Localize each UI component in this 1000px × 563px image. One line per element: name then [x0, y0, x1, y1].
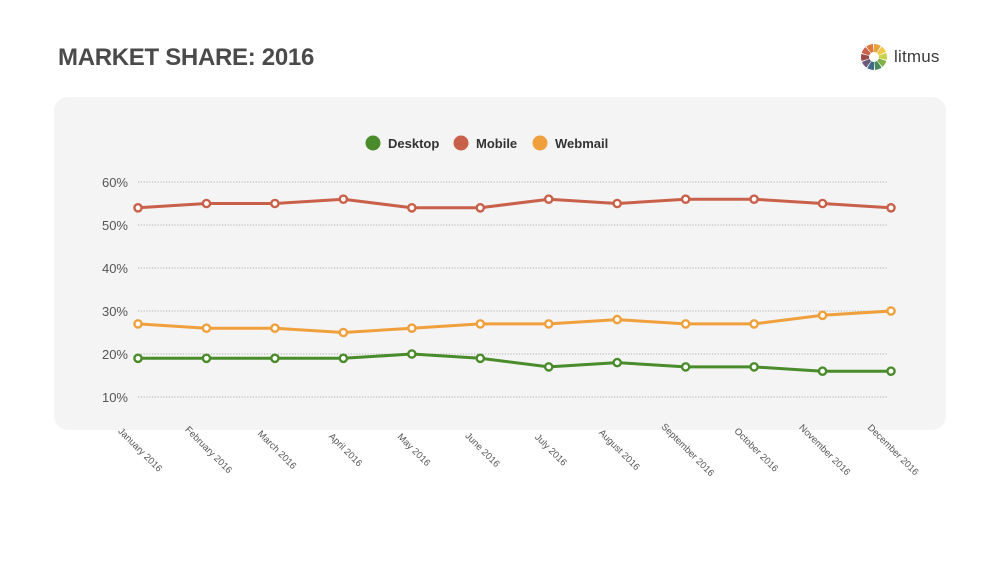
page-title: MARKET SHARE: 2016 — [58, 44, 314, 71]
x-tick-label: September 2016 — [659, 422, 716, 479]
y-tick-label: 50% — [102, 218, 128, 233]
data-point-desktop — [612, 357, 622, 368]
brand-logo: litmus — [860, 43, 940, 71]
logo-segment — [877, 58, 887, 67]
data-point-webmail — [270, 323, 280, 334]
data-point-mobile — [201, 198, 212, 209]
y-tick-label: 20% — [102, 347, 128, 362]
chart-panel — [54, 97, 946, 430]
data-point-webmail — [543, 319, 554, 329]
legend-label: Mobile — [476, 136, 517, 151]
data-point-mobile — [680, 194, 691, 204]
chart-series — [133, 194, 896, 377]
data-point-mobile — [886, 202, 896, 213]
data-point-mobile — [270, 198, 280, 209]
x-tick-label: July 2016 — [532, 432, 569, 469]
x-tick-label: November 2016 — [797, 422, 853, 478]
legend-label: Webmail — [555, 136, 608, 151]
legend-swatch — [532, 135, 548, 151]
x-axis: January 2016 February 2016 March 2016 April… — [116, 422, 921, 479]
x-tick-label: February 2016 — [182, 424, 233, 475]
series-line-desktop — [138, 352, 891, 373]
x-tick-label: March 2016 — [255, 429, 298, 472]
legend-item-mobile: Mobile — [453, 135, 517, 151]
data-point-webmail — [133, 319, 143, 329]
logo-segment — [878, 52, 887, 61]
x-tick-label: June 2016 — [462, 431, 501, 470]
data-point-desktop — [886, 366, 896, 377]
data-point-desktop — [817, 366, 828, 377]
data-point-webmail — [817, 310, 828, 321]
x-tick-label: December 2016 — [865, 422, 921, 478]
x-tick-label: October 2016 — [732, 426, 780, 474]
legend-item-webmail: Webmail — [532, 135, 608, 151]
y-tick-label: 10% — [102, 390, 128, 405]
legend-swatch — [453, 135, 469, 151]
data-point-webmail — [475, 319, 486, 329]
brand-name: litmus — [894, 47, 940, 66]
data-point-mobile — [749, 194, 759, 204]
data-point-mobile — [817, 198, 828, 209]
logo-segment — [861, 53, 870, 62]
x-tick-label: May 2016 — [395, 432, 432, 469]
data-point-desktop — [338, 353, 349, 364]
series-line-mobile — [137, 197, 892, 210]
y-axis: 60% 50% 40% 30% 20% 10% — [102, 175, 128, 405]
x-tick-label: January 2016 — [116, 426, 164, 474]
data-point-mobile — [133, 202, 143, 213]
logo-segment — [874, 44, 881, 53]
data-point-desktop — [270, 353, 280, 364]
series-line-webmail — [137, 309, 892, 334]
data-point-desktop — [407, 349, 417, 359]
legend-item-desktop: Desktop — [365, 135, 439, 151]
data-point-mobile — [338, 194, 349, 204]
data-point-webmail — [680, 319, 691, 329]
logo-segment — [861, 58, 872, 68]
data-point-desktop — [680, 362, 691, 372]
legend-swatch — [365, 135, 381, 151]
data-point-webmail — [201, 323, 212, 334]
logo-segment — [866, 44, 874, 53]
chart-gridlines — [138, 181, 888, 398]
data-point-webmail — [407, 323, 417, 334]
data-point-mobile — [475, 202, 486, 213]
data-point-webmail — [338, 327, 349, 338]
chart-legend: Desktop Mobile Webmail — [365, 135, 608, 151]
data-point-mobile — [612, 198, 622, 209]
data-point-mobile — [407, 202, 417, 213]
data-point-desktop — [201, 353, 212, 364]
y-tick-label: 60% — [102, 175, 128, 190]
logo-segment — [861, 47, 871, 56]
x-tick-label: August 2016 — [596, 427, 642, 473]
x-tick-label: April 2016 — [326, 431, 364, 469]
data-point-desktop — [543, 362, 554, 372]
legend-label: Desktop — [388, 136, 439, 151]
data-point-desktop — [133, 353, 143, 364]
logo-segment — [867, 61, 874, 70]
data-point-webmail — [886, 306, 896, 316]
data-point-webmail — [612, 314, 622, 325]
data-point-webmail — [749, 319, 759, 329]
logo-segment — [876, 46, 887, 56]
y-tick-label: 40% — [102, 261, 128, 276]
data-point-mobile — [543, 194, 554, 204]
y-tick-label: 30% — [102, 304, 128, 319]
data-point-desktop — [749, 362, 759, 372]
data-point-desktop — [475, 353, 486, 364]
litmus-logo-icon — [861, 44, 887, 70]
logo-segment — [874, 61, 882, 70]
